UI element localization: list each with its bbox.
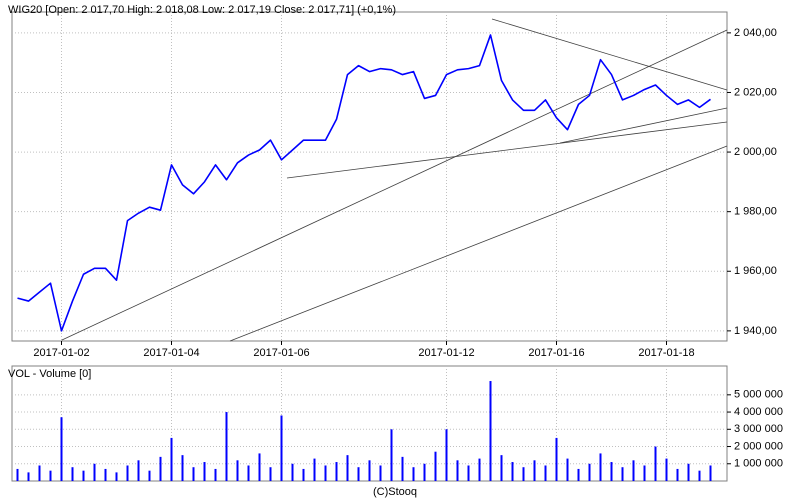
volume-bar xyxy=(709,465,712,481)
trendlines xyxy=(61,18,728,342)
volume-bar xyxy=(214,468,217,481)
volume-bar xyxy=(203,462,206,481)
volume-bar xyxy=(16,468,19,481)
volume-bar xyxy=(192,467,195,481)
x-tick-label: 2017-01-16 xyxy=(528,347,584,359)
trend-line xyxy=(61,29,728,341)
volume-bar xyxy=(324,465,327,481)
volume-bar xyxy=(82,470,85,481)
volume-bar xyxy=(159,456,162,481)
volume-bar xyxy=(27,472,30,481)
volume-bar xyxy=(500,455,503,481)
volume-bar xyxy=(434,451,437,481)
volume-bar xyxy=(643,465,646,481)
volume-bar xyxy=(71,467,74,481)
volume-bar xyxy=(60,417,63,481)
x-tick-label: 2017-01-12 xyxy=(418,347,474,359)
trend-line xyxy=(229,145,728,342)
x-tick-label: 2017-01-04 xyxy=(143,347,199,359)
volume-bar xyxy=(489,381,492,481)
volume-bar xyxy=(665,458,668,481)
volume-bar xyxy=(467,465,470,481)
volume-bar xyxy=(478,458,481,481)
volume-bar xyxy=(93,463,96,481)
x-tick-label: 2017-01-02 xyxy=(33,347,89,359)
y-tick-label: 2 020,00 xyxy=(734,86,777,98)
volume-bar xyxy=(148,470,151,481)
volume-bar xyxy=(456,460,459,481)
y-tick-label: 3 000 000 xyxy=(734,423,783,435)
volume-bar xyxy=(533,460,536,481)
y-tick-label: 2 040,00 xyxy=(734,27,777,39)
volume-bar xyxy=(687,463,690,481)
volume-bar xyxy=(115,472,118,481)
volume-bar xyxy=(368,460,371,481)
volume-bar xyxy=(258,453,261,481)
y-tick-label: 1 940,00 xyxy=(734,325,777,337)
volume-bar xyxy=(225,412,228,481)
x-tick-label: 2017-01-06 xyxy=(253,347,309,359)
chart-title: WIG20 [Open: 2 017,70 High: 2 018,08 Low… xyxy=(8,4,396,16)
volume-bar xyxy=(676,468,679,481)
volume-bar xyxy=(346,455,349,481)
y-tick-label: 5 000 000 xyxy=(734,389,783,401)
y-tick-label: 1 000 000 xyxy=(734,458,783,470)
y-tick-label: 2 000 000 xyxy=(734,440,783,452)
volume-bar xyxy=(302,468,305,481)
volume-bar xyxy=(137,460,140,481)
volume-bar xyxy=(610,462,613,481)
volume-bar xyxy=(38,465,41,481)
y-tick-label: 4 000 000 xyxy=(734,406,783,418)
volume-bar xyxy=(588,463,591,481)
volume-bar xyxy=(566,458,569,481)
volume-bar xyxy=(335,462,338,481)
price-panel xyxy=(11,11,728,342)
y-tick-label: 2 000,00 xyxy=(734,146,777,158)
volume-bar xyxy=(522,467,525,481)
trend-line xyxy=(559,107,728,144)
volume-bar xyxy=(555,437,558,481)
volume-title: VOL - Volume [0] xyxy=(8,368,91,380)
volume-bar xyxy=(390,429,393,481)
volume-bar xyxy=(544,465,547,481)
trend-line xyxy=(491,18,728,91)
volume-bar xyxy=(269,467,272,481)
volume-bar xyxy=(291,463,294,481)
volume-bar xyxy=(236,460,239,481)
volume-bar xyxy=(126,465,129,481)
y-tick-label: 1 960,00 xyxy=(734,265,777,277)
volume-bar xyxy=(379,465,382,481)
volume-bar xyxy=(280,415,283,481)
source: (C)Stooq xyxy=(373,486,417,498)
volume-bar xyxy=(654,446,657,481)
volume-bar xyxy=(599,453,602,481)
volume-bar xyxy=(247,465,250,481)
volume-bar xyxy=(632,460,635,481)
volume-bar xyxy=(511,462,514,481)
volume-bar xyxy=(412,467,415,481)
volume-bar xyxy=(313,458,316,481)
volume-bar xyxy=(401,456,404,481)
price-line xyxy=(17,34,711,332)
x-tick-label: 2017-01-18 xyxy=(638,347,694,359)
volume-bar xyxy=(357,467,360,481)
volume-bar xyxy=(621,467,624,481)
volume-bar xyxy=(423,463,426,481)
volume-bar xyxy=(49,470,52,481)
volume-bar xyxy=(698,470,701,481)
volume-bar xyxy=(104,468,107,481)
trend-line xyxy=(286,121,728,179)
y-tick-label: 1 980,00 xyxy=(734,206,777,218)
volume-bar xyxy=(445,429,448,481)
volume-bar xyxy=(577,468,580,481)
volume-bar xyxy=(181,455,184,481)
volume-bar xyxy=(170,437,173,481)
